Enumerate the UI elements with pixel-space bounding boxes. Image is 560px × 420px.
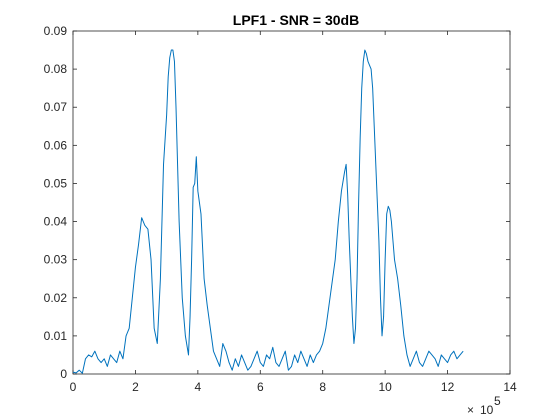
x-exponent-power: 5 [494,394,501,408]
y-tick-label: 0.08 [44,62,68,76]
x-tick-label: 10 [378,380,392,394]
x-tick-label: 14 [503,380,517,394]
plot-area-box [72,30,511,375]
chart-title: LPF1 - SNR = 30dB [233,12,359,28]
x-tick-label: 2 [132,380,139,394]
y-tick-label: 0.06 [44,138,68,152]
y-tick-label: 0.04 [44,215,68,229]
x-tick-label: 6 [257,380,264,394]
x-exponent-times: × [467,403,474,417]
x-tick-label: 8 [319,380,326,394]
y-tick-label: 0.01 [44,329,68,343]
y-tick-label: 0.07 [44,100,68,114]
y-tick-label: 0.02 [44,291,68,305]
x-tick-label: 4 [195,380,202,394]
x-tick-label: 0 [70,380,77,394]
y-axis: 0 0.01 0.02 0.03 0.04 0.05 0.06 0.07 0.08 0.09 [44,24,510,381]
series-line [72,49,464,374]
x-exponent-base: 10 [480,403,494,417]
x-axis: 0 2 4 6 8 10 12 14 [70,31,517,394]
y-tick-label: 0.03 [44,253,68,267]
y-tick-label: 0.05 [44,176,68,190]
y-tick-label: 0.09 [44,24,68,38]
x-tick-label: 12 [441,380,455,394]
y-tick-label: 0 [60,367,67,381]
